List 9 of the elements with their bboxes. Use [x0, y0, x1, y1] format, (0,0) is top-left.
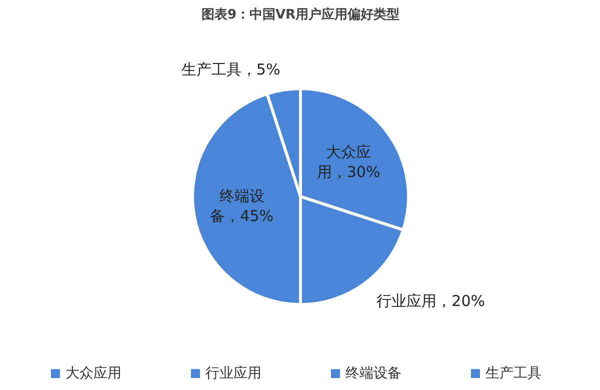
legend-label: 终端设备: [346, 366, 402, 382]
data-label: 生产工具，5%: [181, 60, 280, 78]
legend-label: 大众应用: [66, 366, 122, 382]
data-label: 行业应用，20%: [376, 292, 486, 310]
data-label: 终端设备，45%: [210, 186, 274, 225]
chart-title: 图表9：中国VR用户应用偏好类型: [201, 6, 400, 22]
legend-label: 行业应用: [206, 366, 262, 382]
data-label: 大众应用，30%: [316, 142, 380, 181]
legend-label: 生产工具: [486, 366, 542, 382]
